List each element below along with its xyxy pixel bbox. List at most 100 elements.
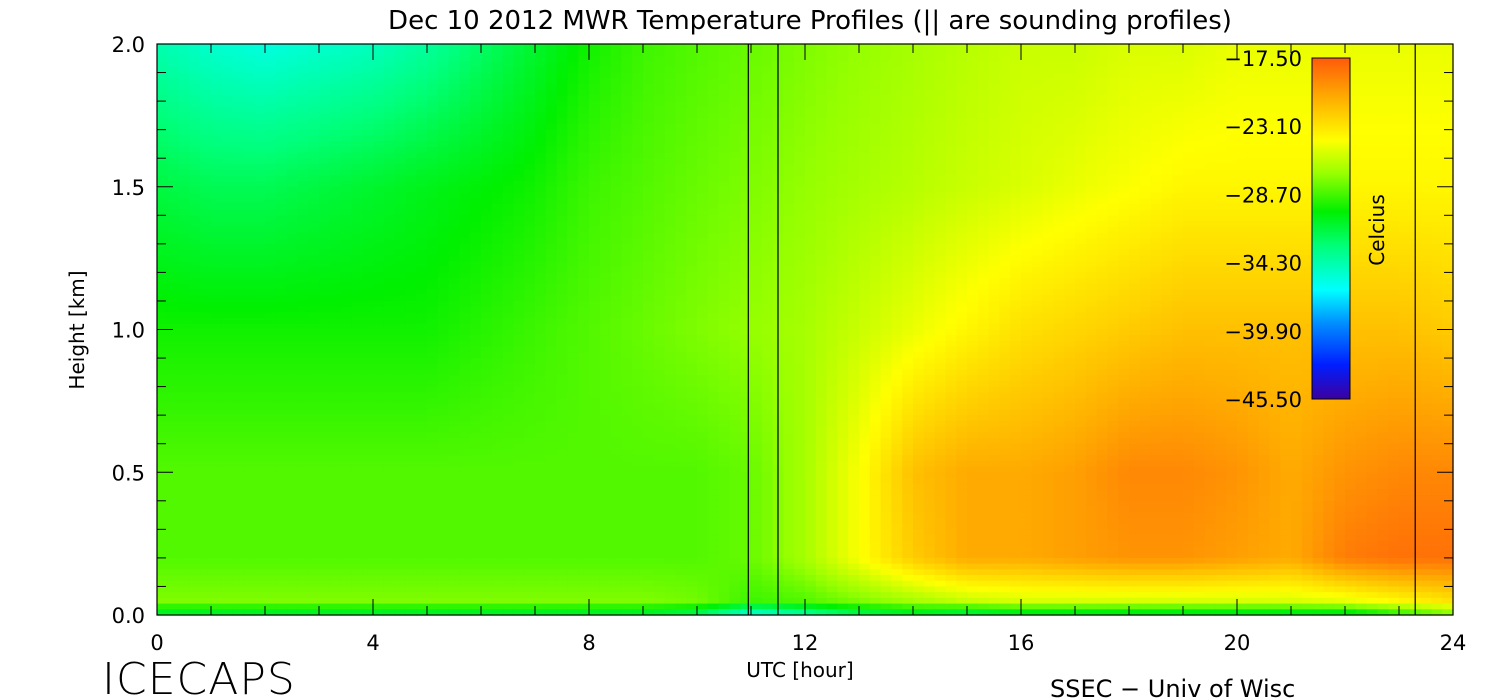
heatmap-cell: [999, 89, 1011, 96]
heatmap-cell: [967, 186, 979, 194]
heatmap-cell: [329, 226, 342, 234]
heatmap-cell: [1377, 118, 1389, 125]
heatmap-cell: [1096, 181, 1108, 188]
heatmap-cell: [653, 123, 666, 131]
heatmap-cell: [567, 106, 579, 114]
heatmap-cell: [1172, 66, 1184, 74]
heatmap-cell: [1118, 112, 1130, 119]
heatmap-cell: [913, 83, 925, 91]
heatmap-cell: [697, 243, 709, 251]
heatmap-cell: [329, 209, 342, 216]
heatmap-cell: [491, 49, 504, 57]
heatmap-cell: [848, 249, 860, 256]
heatmap-cell: [1010, 61, 1022, 68]
heatmap-cell: [319, 175, 331, 182]
heatmap-cell: [653, 169, 666, 176]
heatmap-cell: [491, 278, 504, 285]
heatmap-cell: [794, 158, 806, 165]
heatmap-cell: [362, 163, 374, 171]
heatmap-cell: [200, 83, 212, 91]
heatmap-cell: [427, 198, 439, 205]
heatmap-cell: [232, 221, 244, 228]
heatmap-cell: [686, 215, 698, 222]
heatmap-cell: [643, 266, 655, 273]
heatmap-cell: [286, 249, 298, 256]
heatmap-cell: [1269, 255, 1281, 262]
heatmap-cell: [891, 78, 903, 85]
heatmap-cell: [308, 146, 320, 154]
heatmap-cell: [761, 61, 774, 68]
heatmap-cell: [1031, 95, 1044, 102]
heatmap-cell: [351, 255, 363, 262]
heatmap-cell: [697, 278, 709, 285]
heatmap-cell: [437, 141, 450, 148]
heatmap-cell: [1215, 266, 1227, 273]
heatmap-cell: [1291, 112, 1303, 119]
heatmap-cell: [1042, 163, 1054, 171]
heatmap-cell: [319, 44, 331, 51]
heatmap-cell: [1269, 106, 1281, 114]
heatmap-cell: [1399, 203, 1411, 211]
heatmap-cell: [437, 260, 450, 268]
heatmap-cell: [837, 255, 849, 262]
heatmap-cell: [200, 123, 212, 131]
heatmap-cell: [589, 266, 601, 273]
heatmap-cell: [1301, 152, 1314, 159]
heatmap-cell: [1129, 106, 1141, 114]
heatmap-cell: [718, 215, 730, 222]
heatmap-cell: [416, 181, 428, 188]
heatmap-cell: [729, 129, 741, 136]
heatmap-cell: [1442, 106, 1454, 114]
heatmap-cell: [826, 123, 838, 131]
heatmap-cell: [373, 83, 385, 91]
heatmap-cell: [470, 112, 482, 119]
heatmap-cell: [718, 61, 730, 68]
heatmap-cell: [221, 232, 234, 239]
heatmap-cell: [1161, 158, 1173, 165]
heatmap-cell: [697, 272, 709, 279]
heatmap-cell: [1183, 209, 1195, 216]
heatmap-cell: [1193, 186, 1206, 194]
heatmap-cell: [329, 163, 342, 171]
heatmap-cell: [1420, 238, 1432, 245]
heatmap-cell: [1301, 260, 1314, 268]
heatmap-cell: [437, 152, 450, 159]
heatmap-cell: [1204, 44, 1216, 51]
heatmap-cell: [1042, 83, 1054, 91]
heatmap-cell: [761, 232, 774, 239]
heatmap-cell: [232, 278, 244, 285]
heatmap-cell: [1193, 83, 1206, 91]
heatmap-cell: [1150, 49, 1162, 57]
heatmap-cell: [1420, 192, 1432, 199]
heatmap-cell: [405, 123, 417, 131]
heatmap-cell: [1161, 238, 1173, 245]
heatmap-cell: [880, 83, 892, 91]
heatmap-cell: [556, 118, 568, 125]
heatmap-cell: [1399, 44, 1411, 51]
heatmap-cell: [848, 106, 860, 114]
heatmap-cell: [275, 255, 288, 262]
heatmap-cell: [394, 175, 406, 182]
heatmap-cell: [1301, 118, 1314, 125]
heatmap-cell: [1431, 106, 1443, 114]
heatmap-cell: [880, 169, 892, 176]
heatmap-cell: [1269, 243, 1281, 251]
heatmap-cell: [545, 118, 558, 125]
heatmap-cell: [189, 72, 201, 79]
heatmap-cell: [999, 232, 1011, 239]
heatmap-cell: [1010, 203, 1022, 211]
heatmap-cell: [405, 83, 417, 91]
heatmap-cell: [1042, 129, 1054, 136]
heatmap-cell: [643, 112, 655, 119]
heatmap-cell: [956, 192, 968, 199]
heatmap-cell: [1377, 243, 1389, 251]
heatmap-cell: [481, 272, 493, 279]
heatmap-cell: [340, 209, 352, 216]
heatmap-cell: [869, 83, 882, 91]
heatmap-cell: [837, 226, 849, 234]
heatmap-cell: [718, 158, 730, 165]
heatmap-cell: [643, 146, 655, 154]
heatmap-cell: [761, 255, 774, 262]
heatmap-cell: [859, 146, 871, 154]
heatmap-cell: [718, 186, 730, 194]
